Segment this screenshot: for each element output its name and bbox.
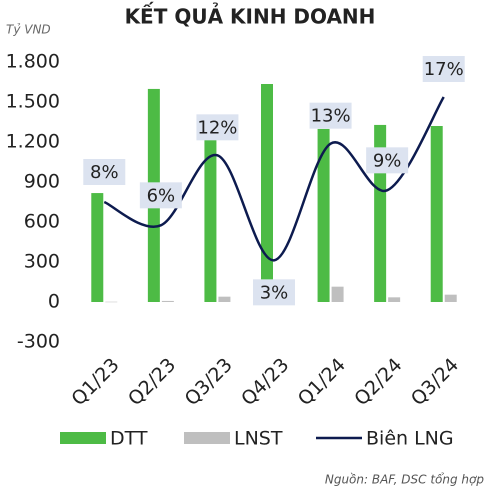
y-tick-label: 900 xyxy=(24,171,60,193)
source-note: Nguồn: BAF, DSC tổng hợp xyxy=(325,473,485,487)
data-label: 3% xyxy=(260,282,289,303)
y-tick-label: -300 xyxy=(17,331,60,353)
x-tick-label: Q2/23 xyxy=(124,354,180,410)
bar xyxy=(388,297,401,302)
data-label: 12% xyxy=(197,117,237,138)
bar xyxy=(218,296,231,302)
legend-swatch xyxy=(184,432,230,444)
legend-label: LNST xyxy=(234,428,283,450)
data-label: 17% xyxy=(424,59,464,80)
bar xyxy=(161,300,174,302)
bar xyxy=(91,193,104,302)
y-tick-label: 600 xyxy=(24,211,60,233)
y-tick-label: 300 xyxy=(24,251,60,273)
data-label: 8% xyxy=(90,162,119,183)
y-tick-label: 0 xyxy=(48,291,60,313)
y-tick-label: 1.500 xyxy=(6,91,60,113)
data-label-box xyxy=(196,114,239,141)
data-label-box xyxy=(83,159,126,185)
data-label: 9% xyxy=(373,150,402,171)
legend-label: Biên LNG xyxy=(366,428,454,450)
data-label-box xyxy=(253,279,295,306)
chart-title: KẾT QUẢ KINH DOANH xyxy=(125,3,376,29)
bar xyxy=(444,294,457,302)
legend-swatch xyxy=(60,432,106,444)
bar xyxy=(204,140,217,302)
bar xyxy=(105,301,118,303)
data-label-box xyxy=(422,56,465,82)
line xyxy=(103,96,445,262)
data-label: 13% xyxy=(311,106,351,127)
y-tick-label: 1.800 xyxy=(6,51,60,73)
data-label-box xyxy=(366,147,409,174)
x-tick-label: Q1/23 xyxy=(67,354,123,410)
data-label: 6% xyxy=(147,185,176,206)
y-axis-label: Tỷ VND xyxy=(6,23,51,37)
bar xyxy=(430,126,443,302)
x-tick-label: Q4/23 xyxy=(237,354,293,410)
x-tick-label: Q2/24 xyxy=(350,354,406,410)
x-tick-label: Q1/24 xyxy=(294,354,350,410)
bar xyxy=(331,286,344,302)
data-label-box xyxy=(139,182,182,209)
y-tick-label: 1.200 xyxy=(6,131,60,153)
x-tick-label: Q3/24 xyxy=(407,354,463,410)
bar xyxy=(317,128,330,302)
bar xyxy=(261,84,273,302)
data-label-box xyxy=(309,102,352,129)
x-tick-label: Q3/23 xyxy=(181,354,237,410)
legend-label: DTT xyxy=(110,428,148,450)
